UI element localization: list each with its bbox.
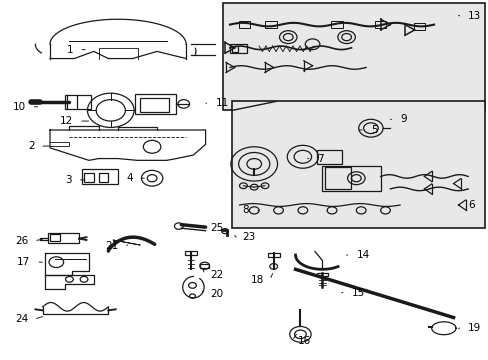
Text: 18: 18	[250, 275, 264, 285]
Text: 10: 10	[13, 102, 26, 112]
Text: 17: 17	[17, 257, 30, 267]
Text: 14: 14	[356, 250, 369, 260]
Bar	[140, 98, 169, 112]
Text: 8: 8	[242, 205, 249, 215]
Text: 22: 22	[210, 270, 223, 280]
Text: 20: 20	[210, 289, 223, 299]
Bar	[374, 21, 386, 28]
Bar	[232, 46, 238, 52]
Text: 3: 3	[65, 175, 72, 185]
Bar	[222, 3, 484, 111]
Bar	[200, 264, 209, 267]
Text: 11: 11	[215, 98, 228, 108]
Bar	[324, 167, 351, 189]
Bar	[267, 252, 279, 257]
Text: 12: 12	[60, 116, 73, 126]
Bar	[232, 102, 484, 228]
Bar	[317, 150, 341, 164]
Text: 19: 19	[467, 323, 480, 333]
Bar	[238, 21, 250, 28]
Text: 4: 4	[126, 173, 132, 183]
Text: 16: 16	[297, 336, 310, 346]
Bar	[316, 273, 327, 276]
Text: 25: 25	[210, 223, 223, 233]
Text: 7: 7	[317, 154, 324, 163]
Bar	[265, 21, 277, 28]
Text: 9: 9	[399, 114, 406, 124]
Bar	[99, 173, 108, 182]
Text: 5: 5	[370, 125, 377, 135]
Bar	[47, 233, 79, 243]
Bar	[185, 251, 197, 255]
Text: 21: 21	[104, 241, 118, 251]
Bar	[322, 166, 380, 191]
Bar	[84, 173, 94, 182]
Bar	[64, 95, 91, 109]
Text: 23: 23	[242, 232, 255, 242]
Text: 2: 2	[28, 141, 34, 151]
Text: 26: 26	[15, 236, 28, 246]
Text: 24: 24	[15, 314, 28, 324]
Text: 6: 6	[467, 200, 474, 210]
Bar	[330, 21, 342, 28]
Bar	[135, 94, 176, 114]
Bar	[229, 44, 246, 53]
Bar	[413, 23, 425, 30]
Bar	[81, 169, 118, 184]
Text: 15: 15	[351, 288, 364, 297]
Text: 1: 1	[66, 45, 73, 55]
Text: 13: 13	[467, 11, 480, 21]
Bar	[50, 234, 60, 242]
